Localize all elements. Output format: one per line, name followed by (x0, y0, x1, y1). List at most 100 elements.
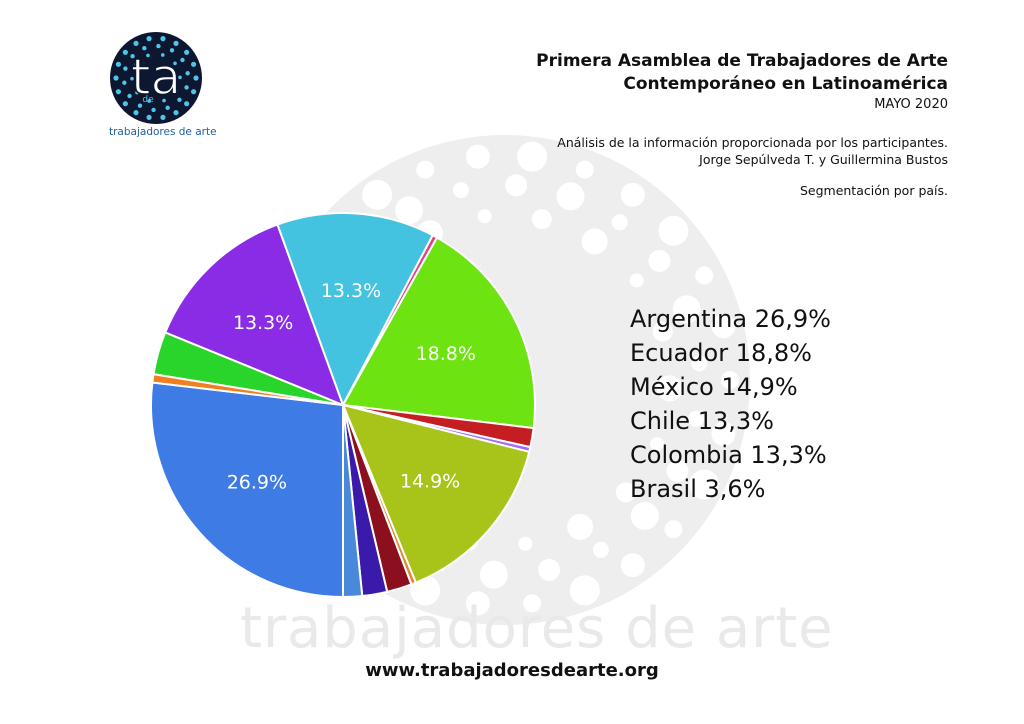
logo-dot (135, 90, 139, 95)
analysis-description: Análisis de la información proporcionada… (557, 135, 948, 150)
logo-dot (147, 99, 152, 103)
pie-slice-3 (163, 223, 345, 407)
watermark-dot (615, 482, 636, 503)
watermark-dot (652, 321, 673, 342)
trabajadores-de-arte-logo: ta de (110, 32, 202, 124)
logo-dot (130, 76, 134, 81)
legend-item-colombia: Colombia 13,3% (630, 441, 827, 469)
watermark-dot (721, 371, 739, 389)
watermark-dot (592, 541, 609, 558)
legend-item-ecuador: Ecuador 18,8% (630, 339, 812, 367)
logo-dot (130, 54, 135, 59)
watermark-dot (479, 560, 508, 589)
legend-item-chile: Chile 13,3% (630, 407, 774, 435)
logo-dot (146, 53, 150, 58)
legend-item-brasil: Brasil 3,6% (630, 475, 766, 503)
logo-dot (151, 107, 156, 113)
watermark-dot (452, 182, 469, 199)
logo-dot (178, 75, 182, 80)
slice-data-label-4: 13.3% (321, 280, 381, 302)
logo-dot (133, 110, 139, 116)
logo-dot (184, 49, 190, 55)
logo-dot (122, 101, 128, 107)
logo-dot (115, 61, 122, 67)
watermark-dot (362, 179, 393, 210)
pie-slice-9 (341, 403, 531, 584)
slice-data-label-3: 13.3% (233, 312, 293, 334)
watermark-dot (664, 520, 683, 539)
watermark-dot (711, 314, 736, 339)
pie-slice-4 (276, 212, 435, 408)
logo-dot (184, 101, 190, 107)
logo-dot (174, 89, 178, 94)
slice-data-label-0: 26.9% (227, 472, 287, 494)
country-legend: Argentina 26,9% Ecuador 18,8% México 14,… (630, 302, 831, 506)
segmentation-label: Segmentación por país. (799, 183, 948, 198)
pie-slice-13 (342, 404, 364, 599)
watermark-dot (465, 144, 490, 169)
watermark-dot (656, 375, 683, 402)
watermark-dot (531, 209, 552, 230)
logo-dot (142, 46, 147, 51)
watermark-dot (620, 553, 645, 578)
logo-dot (184, 85, 189, 90)
logo-dot (156, 43, 161, 49)
logo-dot (160, 36, 166, 42)
page-title-line2: Contemporáneo en Latinoamérica (623, 74, 948, 94)
watermark-dot (630, 501, 659, 530)
authors-line: Jorge Sepúlveda T. y Guillermina Bustos (699, 152, 948, 167)
logo-dot (177, 97, 182, 102)
website-link[interactable]: www.trabajadoresdearte.org (365, 660, 659, 681)
watermark-dot (523, 594, 542, 613)
slice-data-label-6: 18.8% (416, 343, 476, 365)
watermark-dot (629, 273, 644, 288)
logo-dot (133, 40, 139, 46)
legend-item-mexico: México 14,9% (630, 373, 798, 401)
logo-dot (173, 110, 179, 116)
watermark-dot (477, 209, 492, 224)
logo-dot (165, 105, 170, 110)
watermark-dot (517, 141, 548, 172)
header-block: Primera Asamblea de Trabajadores de Arte… (488, 50, 948, 198)
watermark-dot (658, 215, 689, 246)
logo-dot (146, 36, 152, 42)
watermark-dot (666, 460, 689, 483)
logo-dot (173, 40, 179, 46)
logo-dot (146, 114, 152, 120)
logo-dot (190, 89, 197, 95)
slice-data-label-9: 14.9% (400, 470, 460, 492)
watermark-dot (648, 249, 671, 272)
watermark-text: trabajadores de arte (240, 596, 834, 661)
logo-dot (123, 66, 128, 71)
logo-dot (190, 61, 197, 67)
pie-slice-6 (341, 236, 536, 430)
watermark-dot (620, 182, 645, 207)
logo-dot (113, 75, 119, 81)
logo-dot (127, 93, 132, 99)
logo-dot (185, 71, 190, 76)
logo-caption: trabajadores de arte (109, 126, 217, 138)
logo-dot (173, 61, 177, 66)
watermark-dot (711, 421, 736, 446)
country-pie-chart: 26.9% 13.3% 13.3% 18.8% 14.9% (150, 212, 536, 599)
watermark-dot (695, 266, 714, 285)
watermark-dot (689, 469, 720, 500)
logo-dot (193, 75, 199, 81)
logo-dot (122, 80, 127, 85)
page-title-line1: Primera Asamblea de Trabajadores de Arte (536, 51, 948, 71)
logo-dot (160, 53, 165, 57)
logo-dot (160, 114, 166, 120)
watermark-dot (505, 174, 528, 197)
logo-dot (122, 49, 128, 55)
logo-dot (180, 57, 185, 63)
watermark-dot (569, 575, 600, 606)
logo-big-letters: ta (131, 48, 181, 106)
logo-dot (169, 48, 175, 53)
watermark-dot (672, 295, 701, 324)
watermark-dot (518, 536, 533, 551)
logo-dot (162, 98, 166, 103)
watermark-dot (538, 558, 561, 581)
legend-item-argentina: Argentina 26,9% (630, 305, 831, 333)
pie-slice-0 (150, 381, 344, 599)
watermark-dot (556, 182, 585, 211)
